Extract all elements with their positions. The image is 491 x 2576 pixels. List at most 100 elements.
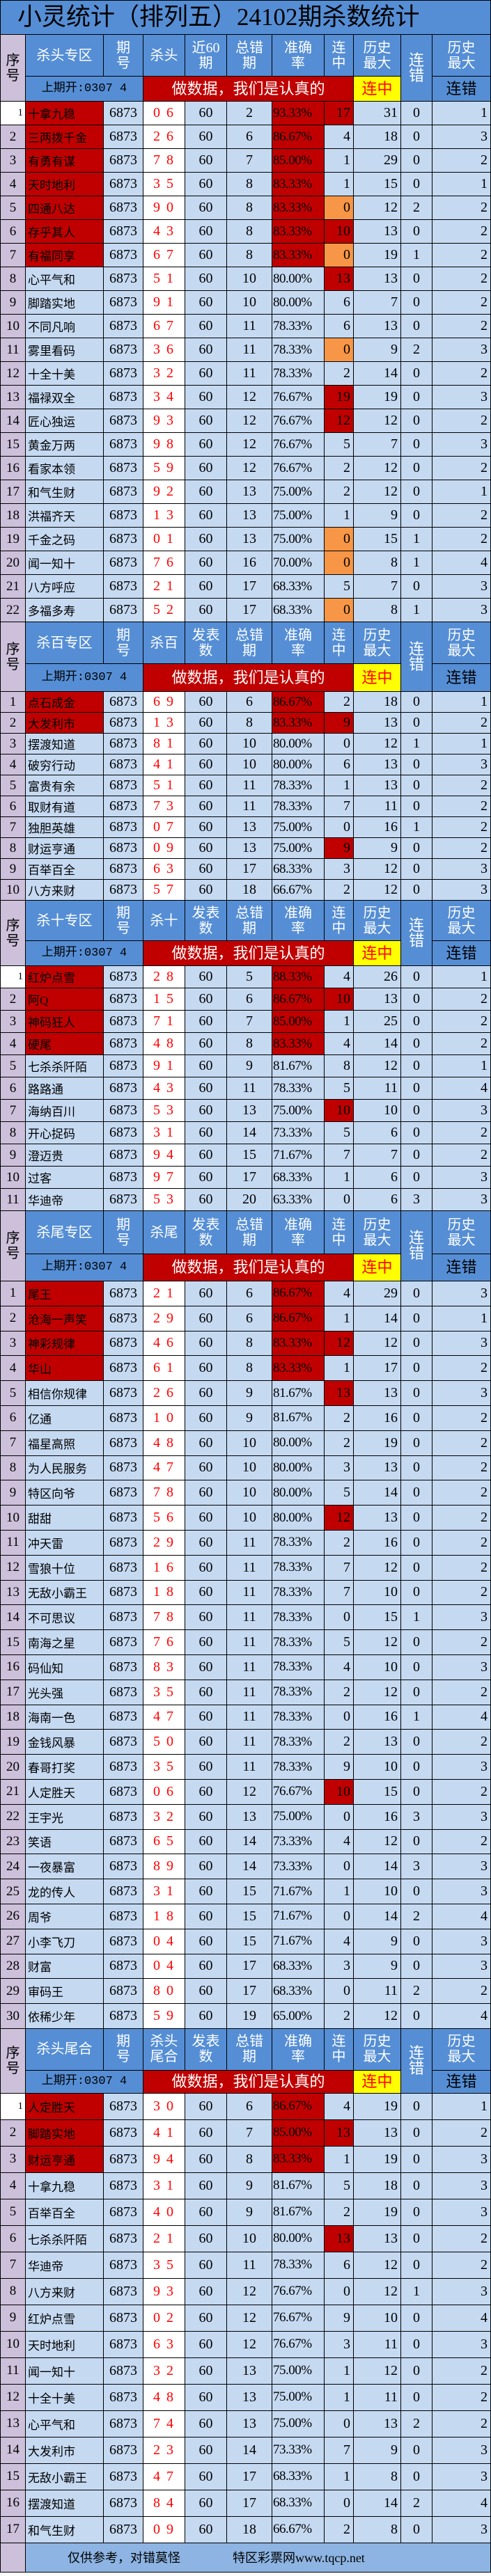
cell-name[interactable]: 八方来财 <box>26 880 104 901</box>
cell-name[interactable]: 千金之码 <box>26 528 104 551</box>
cell-name[interactable]: 硬尾 <box>26 1033 104 1055</box>
cell-name[interactable]: 摆渡知道 <box>26 2490 104 2517</box>
cell-name[interactable]: 尾王 <box>26 1281 104 1306</box>
cell-name[interactable]: 财运亨通 <box>26 2146 104 2173</box>
cell-name[interactable]: 七杀杀阡陌 <box>26 2225 104 2252</box>
cell-name[interactable]: 福星高照 <box>26 1430 104 1456</box>
cell-name[interactable]: 无敌小霸王 <box>26 1580 104 1606</box>
cell-name[interactable]: 光头强 <box>26 1680 104 1705</box>
cell-name[interactable]: 有勇有谋 <box>26 149 104 173</box>
cell-miss: 0 <box>401 409 432 433</box>
cell-name[interactable]: 金钱风暴 <box>26 1730 104 1755</box>
cell-count: 60 <box>185 1144 227 1167</box>
cell-max-streak: 12 <box>354 480 401 504</box>
cell-name[interactable]: 开心捉码 <box>26 1122 104 1144</box>
cell-name[interactable]: 八方呼应 <box>26 575 104 599</box>
cell-name[interactable]: 福禄双全 <box>26 386 104 409</box>
cell-name[interactable]: 沧海一声笑 <box>26 1306 104 1332</box>
cell-name[interactable]: 十全十美 <box>26 2384 104 2411</box>
cell-name[interactable]: 脚踏实地 <box>26 291 104 315</box>
cell-name[interactable]: 海纳百川 <box>26 1100 104 1122</box>
cell-accuracy: 86.67% <box>272 1306 325 1332</box>
cell-name[interactable]: 点石成金 <box>26 692 104 713</box>
cell-name[interactable]: 闻一知十 <box>26 2357 104 2385</box>
cell-name[interactable]: 小李飞刀 <box>26 1929 104 1954</box>
cell-name[interactable]: 路路通 <box>26 1077 104 1100</box>
cell-name[interactable]: 为人民服务 <box>26 1455 104 1481</box>
cell-name[interactable]: 摆渡知道 <box>26 734 104 754</box>
cell-name[interactable]: 四通八达 <box>26 196 104 220</box>
cell-name[interactable]: 八方来财 <box>26 2278 104 2305</box>
table-row: 18 洪福齐天 6873 1 3 60 13 75.00% 1 9 0 2 <box>0 504 491 528</box>
cell-name[interactable]: 一夜暴富 <box>26 1854 104 1880</box>
cell-name[interactable]: 七杀杀阡陌 <box>26 1055 104 1077</box>
cell-name[interactable]: 富贵有余 <box>26 775 104 796</box>
cell-accuracy: 83.33% <box>272 2146 325 2173</box>
cell-name[interactable]: 神彩规律 <box>26 1331 104 1357</box>
footer-site-link[interactable]: 特区彩票网www.tqcp.net <box>233 2551 365 2566</box>
cell-name[interactable]: 不同凡响 <box>26 315 104 338</box>
cell-name[interactable]: 存乎其人 <box>26 220 104 244</box>
cell-name[interactable]: 不可思议 <box>26 1605 104 1631</box>
cell-count: 60 <box>185 2252 227 2279</box>
cell-name[interactable]: 大发利市 <box>26 2437 104 2464</box>
cell-name[interactable]: 和气生财 <box>26 480 104 504</box>
cell-name[interactable]: 心平气和 <box>26 2410 104 2437</box>
cell-name[interactable]: 审码王 <box>26 1979 104 2005</box>
cell-name[interactable]: 独胆英雄 <box>26 817 104 838</box>
cell-name[interactable]: 华迪帝 <box>26 1189 104 1211</box>
cell-name[interactable]: 十拿九稳 <box>26 102 104 125</box>
cell-name[interactable]: 相信你规律 <box>26 1381 104 1406</box>
cell-name[interactable]: 南海之星 <box>26 1630 104 1655</box>
cell-name[interactable]: 澄迈贵 <box>26 1144 104 1167</box>
cell-name[interactable]: 红炉点雪 <box>26 2305 104 2332</box>
cell-name[interactable]: 闻一知十 <box>26 551 104 575</box>
cell-name[interactable]: 黄金万两 <box>26 433 104 457</box>
cell-name[interactable]: 和气生财 <box>26 2516 104 2543</box>
cell-name[interactable]: 取财有道 <box>26 796 104 817</box>
cell-name[interactable]: 百举百全 <box>26 859 104 880</box>
cell-name[interactable]: 笑语 <box>26 1829 104 1855</box>
cell-name[interactable]: 看家本领 <box>26 457 104 480</box>
cell-name[interactable]: 十拿九稳 <box>26 2172 104 2199</box>
cell-name[interactable]: 亿通 <box>26 1405 104 1431</box>
cell-name[interactable]: 人定胜天 <box>26 2093 104 2120</box>
cell-name[interactable]: 天时地利 <box>26 173 104 196</box>
cell-name[interactable]: 码仙知 <box>26 1654 104 1680</box>
cell-name[interactable]: 多福多寿 <box>26 599 104 622</box>
cell-name[interactable]: 神码狂人 <box>26 1011 104 1033</box>
cell-seq: 11 <box>0 1530 26 1556</box>
cell-name[interactable]: 王宇光 <box>26 1804 104 1830</box>
cell-name[interactable]: 人定胜天 <box>26 1779 104 1805</box>
cell-name[interactable]: 华山 <box>26 1356 104 1382</box>
cell-name[interactable]: 阿Q <box>26 988 104 1011</box>
cell-name[interactable]: 红炉点雪 <box>26 966 104 988</box>
cell-name[interactable]: 财富 <box>26 1954 104 1980</box>
cell-name[interactable]: 三两拨千金 <box>26 125 104 149</box>
cell-name[interactable]: 心平气和 <box>26 267 104 291</box>
cell-name[interactable]: 特区向爷 <box>26 1480 104 1506</box>
cell-name[interactable]: 天时地利 <box>26 2331 104 2358</box>
cell-name[interactable]: 海南一色 <box>26 1705 104 1730</box>
cell-name[interactable]: 大发利市 <box>26 713 104 734</box>
cell-name[interactable]: 春哥打奖 <box>26 1755 104 1780</box>
cell-name[interactable]: 过客 <box>26 1167 104 1189</box>
cell-name[interactable]: 无敌小霸王 <box>26 2463 104 2490</box>
cell-name[interactable]: 雾里看码 <box>26 338 104 362</box>
cell-name[interactable]: 周爷 <box>26 1904 104 1929</box>
cell-name[interactable]: 华迪帝 <box>26 2252 104 2279</box>
cell-name[interactable]: 百举百全 <box>26 2199 104 2226</box>
cell-name[interactable]: 有福同享 <box>26 244 104 267</box>
cell-name[interactable]: 洪福齐天 <box>26 504 104 528</box>
cell-name[interactable]: 匠心独运 <box>26 409 104 433</box>
cell-name[interactable]: 依稀少年 <box>26 2004 104 2029</box>
cell-name[interactable]: 冲天雷 <box>26 1530 104 1556</box>
cell-name[interactable]: 破穷行动 <box>26 754 104 775</box>
cell-name[interactable]: 雪狼十位 <box>26 1555 104 1581</box>
cell-name[interactable]: 龙的传人 <box>26 1879 104 1904</box>
cell-name[interactable]: 甜甜 <box>26 1506 104 1531</box>
cell-name[interactable]: 脚踏实地 <box>26 2119 104 2147</box>
table-row: 3 神彩规律 6873 4 6 60 8 83.33% 12 12 0 3 <box>0 1331 491 1357</box>
cell-name[interactable]: 财运亨通 <box>26 838 104 859</box>
cell-name[interactable]: 十全十美 <box>26 362 104 386</box>
